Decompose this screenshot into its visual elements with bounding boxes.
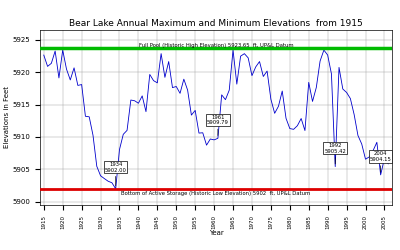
Title: Bear Lake Annual Maximum and Minimum Elevations  from 1915: Bear Lake Annual Maximum and Minimum Ele… [69, 19, 363, 28]
X-axis label: Year: Year [209, 230, 223, 236]
Text: Bottom of Active Storage (Historic Low Elevation) 5902  ft, UP&L Datum: Bottom of Active Storage (Historic Low E… [121, 191, 311, 196]
Text: 1934
5902.00: 1934 5902.00 [105, 162, 127, 186]
Text: 2004
5904.15: 2004 5904.15 [370, 151, 392, 172]
Text: 1992
5905.42: 1992 5905.42 [324, 143, 346, 164]
Text: 1961
5909.79: 1961 5909.79 [207, 114, 229, 136]
Text: Full Pool (Historic High Elevation) 5923.65  ft, UP&L Datum: Full Pool (Historic High Elevation) 5923… [139, 43, 293, 48]
Y-axis label: Elevations in Feet: Elevations in Feet [4, 86, 10, 148]
